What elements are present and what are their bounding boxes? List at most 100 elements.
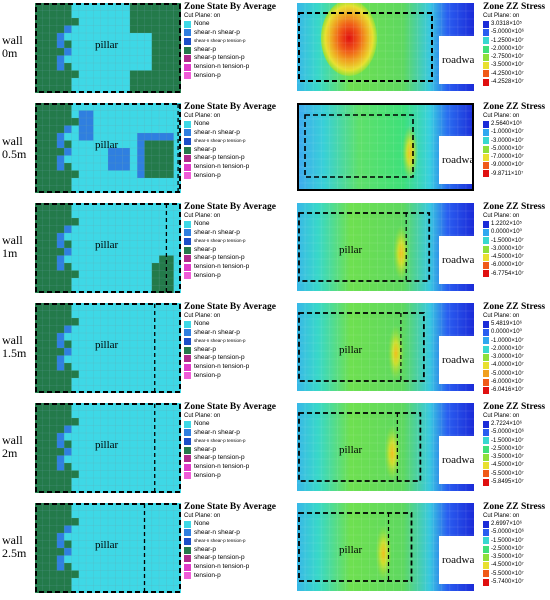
zone-cell <box>93 485 101 493</box>
zone-cell <box>42 125 50 134</box>
zone-cell <box>108 210 116 219</box>
zone-cell <box>71 463 79 471</box>
pillar-boundary <box>298 412 422 482</box>
zone-cell <box>137 255 145 264</box>
zone-cell <box>108 10 116 19</box>
stress-legend-item: -6.0000×10⁷ <box>483 378 545 386</box>
zone-cell <box>78 533 87 541</box>
zone-cell <box>100 233 109 241</box>
legend-value: 0.0000×10⁰ <box>491 329 522 336</box>
zone-cell <box>151 118 160 126</box>
zone-cell <box>100 440 109 449</box>
zone-cell <box>78 40 87 49</box>
zone-cell <box>93 318 101 326</box>
zone-cell <box>173 48 181 56</box>
zone-cell <box>71 255 79 264</box>
legend-label: shear-n shear-p <box>194 228 240 236</box>
zone-cell <box>100 85 109 93</box>
zone-cell <box>86 18 94 26</box>
zone-cell <box>93 563 101 571</box>
zone-cell <box>173 370 181 379</box>
zone-cell <box>173 548 181 556</box>
pillar-boundary <box>298 212 431 282</box>
legend-swatch <box>483 253 489 261</box>
zone-cell <box>35 218 43 226</box>
zone-cell <box>49 178 58 186</box>
zz-stress-plot: roadwaypillar <box>297 403 474 491</box>
zone-cell <box>115 455 123 464</box>
zone-cell <box>42 585 50 593</box>
pillar-boundary <box>298 12 433 82</box>
zone-cell <box>137 225 145 234</box>
zone-cell <box>122 55 131 64</box>
wall-label: wall 1m <box>2 234 34 260</box>
legend-title: Zone ZZ Stress <box>483 302 546 312</box>
zone-cell <box>49 433 58 441</box>
zone-cell <box>35 263 43 271</box>
zone-cell <box>173 78 181 86</box>
legend-item: tension-p <box>184 572 276 581</box>
zone-cell <box>173 303 181 311</box>
zone-cell <box>173 425 181 434</box>
zone-cell <box>86 78 94 86</box>
zone-cell <box>129 278 138 286</box>
zone-cell <box>56 210 65 219</box>
stress-legend-item: -5.0000×10⁷ <box>483 145 545 153</box>
zone-cell <box>144 33 152 41</box>
zone-cell <box>137 418 145 426</box>
zone-cell <box>159 178 167 186</box>
zone-cell <box>137 303 145 311</box>
zone-cell <box>64 485 72 493</box>
zone-cell <box>173 255 181 264</box>
zone-cell <box>151 3 160 11</box>
zone-cell <box>159 425 167 434</box>
zone-cell <box>56 218 65 226</box>
zone-cell <box>137 163 145 171</box>
zone-cell <box>151 363 160 371</box>
zone-cell <box>35 333 43 341</box>
zone-cell <box>129 455 138 464</box>
zone-cell <box>86 403 94 411</box>
zone-cell <box>78 585 87 593</box>
legend-label: shear-p <box>194 245 217 253</box>
legend-value: -1.5000×10⁷ <box>491 237 524 244</box>
zone-cell <box>56 270 65 279</box>
zone-cell <box>35 148 43 156</box>
zone-cell <box>137 55 145 64</box>
zone-cell <box>159 310 167 319</box>
wall-label: wall 0.5m <box>2 135 34 161</box>
zone-cell <box>49 55 58 64</box>
zone-cell <box>56 225 65 234</box>
zone-cell <box>137 448 145 456</box>
zone-cell <box>173 155 181 164</box>
stress-legend-item: -4.2528×10⁷ <box>483 78 545 86</box>
zone-cell <box>129 470 138 479</box>
legend-swatch <box>184 120 191 128</box>
zone-cell <box>42 403 50 411</box>
zone-cell <box>71 55 79 64</box>
zone-cell <box>122 378 131 386</box>
zone-cell <box>115 225 123 234</box>
zone-cell <box>159 170 167 179</box>
zz-stress-plot: roadwaypillar <box>297 203 474 291</box>
pillar-boundary <box>35 3 181 93</box>
legend-swatch <box>184 29 191 37</box>
zone-cell <box>115 3 123 11</box>
zone-cell <box>71 348 79 356</box>
row-1.5m: wall 1.5m pillar Zone State By Average Cu… <box>0 300 550 400</box>
zone-cell <box>86 210 94 219</box>
zone-cell <box>56 233 65 241</box>
zone-cell <box>122 218 131 226</box>
zone-cell <box>144 3 152 11</box>
zone-cell <box>64 55 72 64</box>
zone-cell <box>108 255 116 264</box>
zone-cell <box>122 170 131 179</box>
zone-cell <box>122 333 131 341</box>
zone-cell <box>100 303 109 311</box>
zone-cell <box>71 548 79 556</box>
zone-cell <box>159 240 167 249</box>
zone-cell <box>159 163 167 171</box>
zone-cell <box>108 278 116 286</box>
legend-value: -4.0000×10⁷ <box>491 362 524 369</box>
zone-cell <box>129 233 138 241</box>
